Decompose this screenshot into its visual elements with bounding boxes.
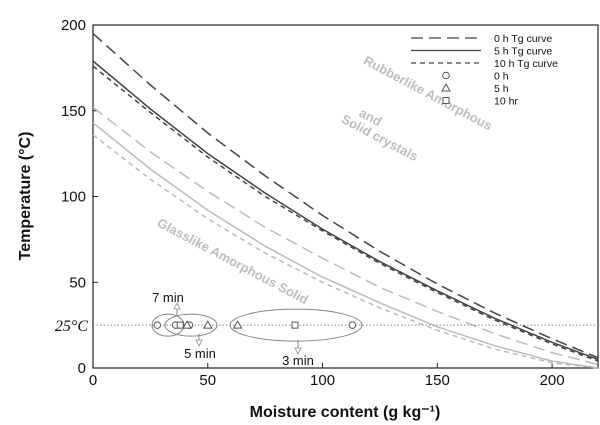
x-tick-label: 200 (540, 372, 565, 389)
annotation-label: 7 min (152, 290, 184, 305)
x-tick-label: 100 (310, 372, 335, 389)
annotation-arrowhead (195, 339, 203, 347)
cluster-ellipse (229, 308, 363, 342)
x-tick-label: 0 (89, 372, 97, 389)
reference-line-label: 25°C (55, 318, 88, 335)
triangle-point (182, 320, 192, 329)
series-line (92, 60, 599, 361)
series-line (92, 65, 599, 362)
y-tick-label: 200 (61, 17, 86, 34)
square-point (291, 321, 299, 329)
annotation-label: 5 min (184, 346, 216, 361)
circle-point (348, 321, 357, 329)
legend-marker-circle (442, 71, 450, 80)
y-axis-title: Temperature (°C) (17, 132, 34, 261)
cluster-ellipse (151, 313, 185, 337)
series-line (92, 122, 599, 369)
x-tick-label: 150 (425, 372, 450, 389)
y-tick-label: 150 (61, 103, 86, 120)
legend-label: 0 h (494, 71, 509, 83)
legend-label: 5 h (494, 83, 509, 95)
annotation-arrowhead (294, 347, 302, 355)
legend-label: 10 h Tg curve (494, 58, 558, 70)
series-line (92, 134, 599, 369)
points-group (153, 320, 357, 329)
square-point (176, 321, 184, 329)
series-group (92, 33, 599, 369)
circle-point (153, 321, 162, 329)
annotation-arrowhead (173, 302, 181, 310)
series-line (92, 33, 599, 359)
series-line (92, 106, 599, 366)
legend-label: 0 h Tg curve (494, 33, 552, 45)
y-tick-label: 100 (61, 189, 86, 206)
legend-marker-square (442, 97, 450, 104)
triangle-point (232, 320, 243, 329)
cluster-ellipse (164, 313, 218, 337)
triangle-point (202, 320, 213, 329)
y-tick-label: 0 (78, 360, 86, 377)
x-tick-label: 50 (199, 372, 216, 389)
annotation-label: 3 min (282, 353, 314, 368)
legend-label: 10 hr (494, 96, 518, 108)
legend-marker-triangle (441, 82, 451, 92)
y-tick-label: 50 (69, 274, 86, 291)
annotation-group: 7 min 5 min 3 min (151, 290, 363, 368)
x-axis-title: Moisture content (g kg⁻¹) (250, 404, 441, 421)
legend-label: 5 h Tg curve (494, 46, 552, 58)
plot-frame (92, 24, 599, 369)
